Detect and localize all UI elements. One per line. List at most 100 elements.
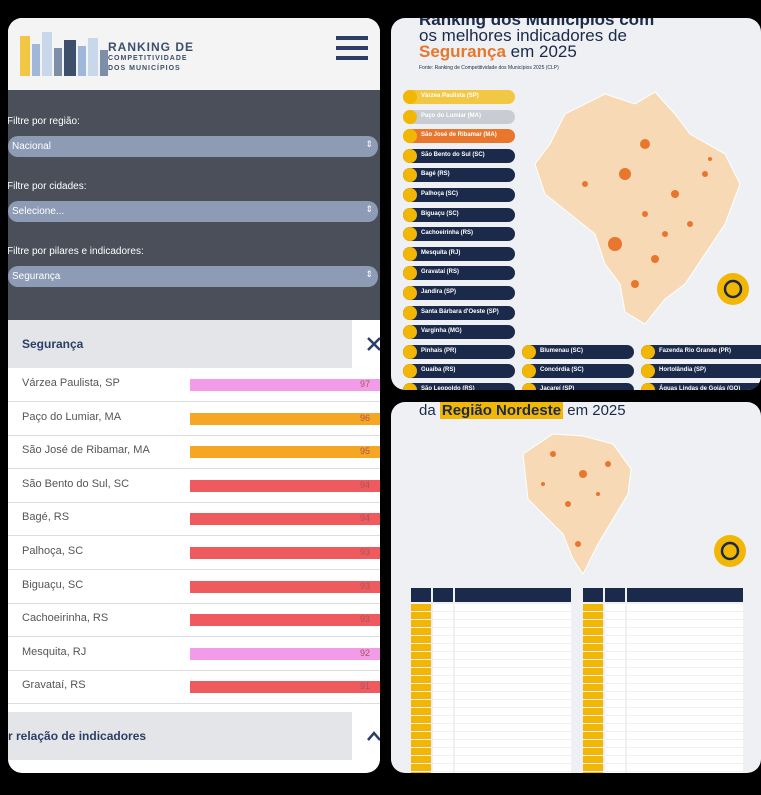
- rank-badge: [522, 383, 536, 390]
- table-cell: [455, 668, 571, 675]
- table-cell: [627, 668, 743, 675]
- ranking-pill: Gravataí (RS): [403, 266, 515, 281]
- city-name: Varginha (MG): [421, 328, 462, 335]
- table-cell: [433, 764, 453, 771]
- score-bar: 96: [190, 412, 380, 425]
- table-cell: [627, 740, 743, 747]
- footer-toggle[interactable]: r relação de indicadores: [8, 712, 352, 760]
- table-cell: [433, 684, 453, 691]
- rank-badge: [403, 364, 417, 378]
- table-cell: [433, 604, 453, 611]
- ranking-pill: São José de Ribamar (MA): [403, 129, 515, 144]
- table-cell: [411, 724, 431, 731]
- ranking-pill: Fazenda Rio Grande (PR): [641, 345, 761, 359]
- table-cell: [455, 732, 571, 739]
- score-bar: 93: [190, 614, 380, 627]
- table-cell: [455, 740, 571, 747]
- table-cell: [411, 732, 431, 739]
- bottom-right-card: da Região Nordeste em 2025: [391, 402, 761, 773]
- city-name: Várzea Paulista, SP: [22, 377, 120, 389]
- rank-badge: [403, 246, 417, 261]
- table-cell: [583, 620, 603, 627]
- city-name: Blumenau (SC): [540, 348, 584, 354]
- table-cell: [583, 692, 603, 699]
- rank-badge: [641, 383, 655, 390]
- score-value: 95: [360, 446, 371, 457]
- filter-select[interactable]: Nacional ⇕: [8, 136, 378, 157]
- rank-badge: [403, 188, 417, 202]
- filter-label: Filtre por cidades:: [8, 181, 87, 192]
- table-cell: [455, 772, 571, 773]
- city-name: Hortolândia (SP): [659, 367, 707, 373]
- table-cell: [605, 612, 625, 619]
- table-cell: [455, 660, 571, 667]
- table-cell: [455, 684, 571, 691]
- table-cell: [605, 748, 625, 755]
- select-arrow: ⇕: [365, 204, 373, 214]
- row-divider: [8, 602, 380, 604]
- city-name: Santa Bárbara d'Oeste (SP): [421, 308, 499, 315]
- post-title: os melhores indicadores de: [419, 26, 627, 45]
- table-cell: [411, 708, 431, 715]
- table-cell: [627, 604, 743, 611]
- panel-header[interactable]: Segurança: [8, 320, 352, 368]
- table-cell: [605, 772, 625, 773]
- ranking-pill: Várzea Paulista (SP): [403, 90, 515, 104]
- table-cell: [455, 588, 571, 602]
- filter-value: Segurança: [12, 271, 61, 282]
- row-divider: [8, 669, 380, 671]
- row-divider: [8, 636, 380, 638]
- table-cell: [583, 644, 603, 651]
- rank-badge: [403, 129, 417, 144]
- rank-badge: [403, 90, 417, 104]
- score-bar: 94: [190, 479, 380, 492]
- city-name: São Leopoldo (RS): [421, 386, 475, 390]
- row-divider: [8, 501, 380, 503]
- row-divider: [8, 569, 380, 570]
- rank-badge: [403, 168, 417, 183]
- score-bar: 92: [190, 647, 380, 660]
- table-cell: [605, 716, 625, 723]
- city-name: Águas Lindas de Goiás (GO): [659, 386, 741, 390]
- table-cell: [583, 628, 603, 635]
- table-cell: [455, 748, 571, 755]
- city-name: São Bento do Sul, SC: [22, 477, 130, 490]
- table-cell: [411, 620, 431, 627]
- close-button[interactable]: [366, 336, 380, 352]
- table-cell: [433, 692, 453, 699]
- table-cell: [627, 772, 743, 773]
- filter-select[interactable]: Segurança ⇕: [8, 266, 378, 287]
- table-cell: [583, 772, 603, 773]
- source: Fonte: Ranking de Competitividade dos Mu…: [419, 65, 559, 71]
- table-cell: [455, 612, 571, 619]
- rank-badge: [641, 345, 655, 359]
- score-value: 94: [360, 513, 371, 524]
- table-cell: [433, 708, 453, 715]
- table-cell: [455, 756, 571, 763]
- expand-icon[interactable]: [366, 730, 380, 742]
- table-cell: [627, 660, 743, 667]
- rank-badge: [403, 383, 417, 390]
- score-value: 96: [360, 412, 371, 423]
- filter-select[interactable]: Selecione... ⇕: [8, 201, 378, 222]
- table-cell: [411, 692, 431, 699]
- table-cell: [605, 644, 625, 651]
- score-bar: 94: [190, 513, 380, 526]
- ranking-pill: Concórdia (SC): [522, 364, 634, 378]
- ranking-pill: São Leopoldo (RS): [403, 383, 515, 390]
- ranking-table: [411, 588, 743, 773]
- table-cell: [411, 716, 431, 723]
- table-cell: [605, 756, 625, 763]
- table-cell: [433, 740, 453, 747]
- table-cell: [433, 644, 453, 651]
- northeast-map: [522, 433, 632, 575]
- table-cell: [627, 588, 743, 602]
- menu-button[interactable]: [336, 34, 370, 64]
- city-name: Palhoça (SC): [421, 191, 459, 197]
- city-name: Gravataí, RS: [22, 679, 86, 692]
- table-cell: [583, 732, 603, 739]
- city-name: Gravataí (RS): [421, 269, 460, 276]
- table-cell: [433, 700, 453, 707]
- ranking-pill: Mesquita (RJ): [403, 246, 515, 261]
